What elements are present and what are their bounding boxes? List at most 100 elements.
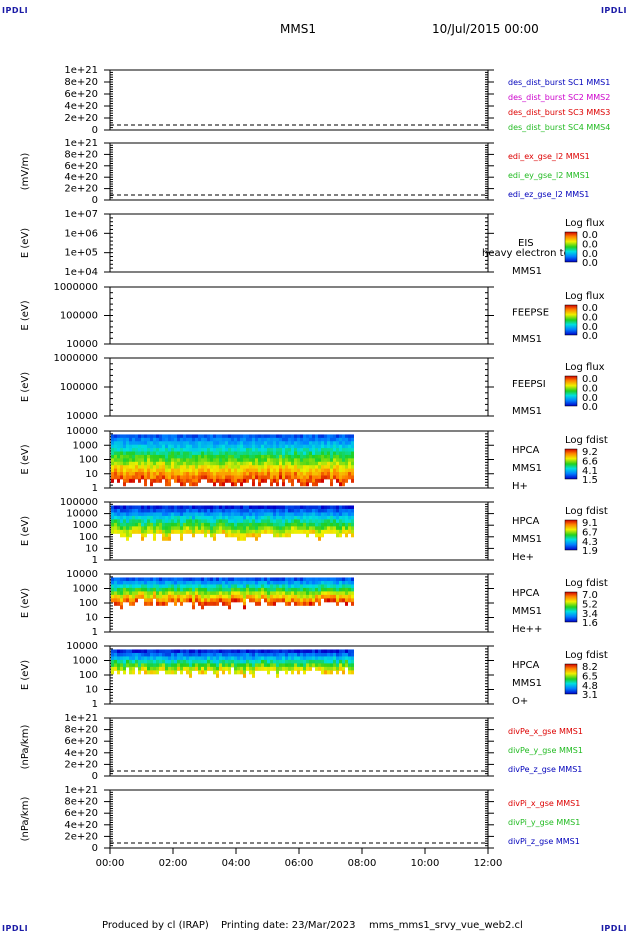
spectrogram-cell bbox=[213, 441, 216, 446]
spectrogram-cell bbox=[165, 663, 168, 668]
spectrogram-cell bbox=[291, 587, 294, 592]
spectrogram-cell bbox=[180, 472, 183, 476]
spectrogram-cell bbox=[219, 468, 222, 473]
spectrogram-cell bbox=[165, 508, 168, 513]
spectrogram-cell bbox=[243, 512, 246, 517]
spectrogram-cell bbox=[114, 512, 117, 517]
spectrogram-cell bbox=[246, 587, 249, 592]
spectrogram-cell bbox=[276, 673, 279, 678]
instrument-label: MMS1 bbox=[512, 334, 542, 345]
spectrogram-cell bbox=[315, 515, 318, 520]
spectrogram-cell bbox=[144, 451, 147, 456]
spectrogram-cell bbox=[231, 437, 234, 442]
spectrogram-cell bbox=[198, 519, 201, 524]
spectrogram-cell bbox=[309, 598, 312, 603]
spectrogram-cell bbox=[348, 666, 351, 671]
spectrogram-cell bbox=[312, 475, 315, 480]
spectrogram-cell bbox=[153, 529, 156, 534]
spectrogram-cell bbox=[126, 505, 129, 510]
spectrogram-cell bbox=[291, 598, 294, 603]
spectrogram-cell bbox=[309, 519, 312, 524]
spectrogram-cell bbox=[297, 515, 300, 520]
spectrogram-cell bbox=[201, 670, 204, 675]
y-tick-label: 1000 bbox=[73, 520, 98, 531]
spectrogram-cell bbox=[150, 475, 153, 480]
spectrogram-cell bbox=[240, 444, 243, 449]
spectrogram-cell bbox=[321, 522, 324, 527]
spectrogram-cell bbox=[252, 441, 255, 446]
spectrogram-cell bbox=[162, 519, 165, 524]
spectrogram-cell bbox=[186, 656, 189, 661]
spectrogram-cell bbox=[336, 448, 339, 453]
spectrogram-cell bbox=[135, 519, 138, 524]
spectrogram-cell bbox=[192, 508, 195, 513]
spectrogram-cell bbox=[111, 591, 114, 596]
spectrogram-cell bbox=[270, 594, 273, 599]
spectrogram-cell bbox=[342, 663, 345, 668]
y-tick-label: 0 bbox=[92, 125, 98, 136]
spectrogram-cell bbox=[132, 434, 135, 439]
spectrogram-cell bbox=[114, 652, 117, 657]
spectrogram-cell bbox=[318, 659, 321, 664]
spectrogram-cell bbox=[261, 529, 264, 534]
spectrogram-cell bbox=[219, 458, 222, 463]
spectrogram-cell bbox=[117, 461, 120, 466]
spectrogram-cell bbox=[243, 519, 246, 524]
spectrogram-cell bbox=[258, 533, 261, 538]
spectrogram-cell bbox=[114, 472, 117, 476]
spectrogram-cell bbox=[321, 670, 324, 675]
spectrogram-cell bbox=[294, 666, 297, 671]
spectrogram-cell bbox=[294, 461, 297, 466]
spectrogram-cell bbox=[345, 512, 348, 517]
spectrogram-cell bbox=[285, 598, 288, 603]
spectrogram-cell bbox=[162, 659, 165, 664]
spectrogram-cell bbox=[180, 584, 183, 589]
spectrogram-cell bbox=[156, 512, 159, 517]
spectrogram-cell bbox=[189, 472, 192, 476]
spectrogram-cell bbox=[234, 666, 237, 671]
spectrogram-cell bbox=[267, 649, 270, 654]
spectrogram-cell bbox=[279, 458, 282, 463]
spectrogram-cell bbox=[291, 441, 294, 446]
spectrogram-cell bbox=[147, 584, 150, 589]
spectrogram-cell bbox=[126, 536, 129, 541]
spectrogram-cell bbox=[255, 512, 258, 517]
spectrogram-cell bbox=[309, 451, 312, 456]
spectrogram-cell bbox=[111, 526, 114, 531]
spectrogram-cell bbox=[258, 461, 261, 466]
spectrogram-cell bbox=[201, 461, 204, 466]
spectrogram-cell bbox=[351, 515, 354, 520]
spectrogram-cell bbox=[189, 437, 192, 442]
spectrogram-cell bbox=[276, 515, 279, 520]
spectrogram-cell bbox=[315, 468, 318, 473]
spectrogram-cell bbox=[306, 666, 309, 671]
y-tick-label: 10 bbox=[85, 613, 98, 624]
spectrogram-cell bbox=[132, 652, 135, 657]
spectrogram-cell bbox=[342, 526, 345, 531]
spectrogram-cell bbox=[135, 508, 138, 513]
spectrogram-cell bbox=[210, 437, 213, 442]
spectrogram-cell bbox=[237, 577, 240, 582]
spectrogram-cell bbox=[180, 536, 183, 541]
spectrogram-cell bbox=[129, 508, 132, 513]
spectrogram-cell bbox=[204, 649, 207, 654]
spectrogram-cell bbox=[288, 465, 291, 470]
spectrogram-cell bbox=[150, 434, 153, 439]
spectrogram-cell bbox=[177, 505, 180, 510]
spectrogram-cell bbox=[159, 448, 162, 453]
spectrogram-cell bbox=[300, 591, 303, 596]
spectrogram-cell bbox=[138, 508, 141, 513]
spectrogram-cell bbox=[300, 454, 303, 459]
spectrogram-cell bbox=[159, 441, 162, 446]
spectrogram-cell bbox=[336, 587, 339, 592]
colorbar-tick-label: 0.0 bbox=[582, 230, 598, 241]
spectrogram-cell bbox=[270, 652, 273, 657]
spectrogram-cell bbox=[132, 515, 135, 520]
spectrogram-cell bbox=[339, 472, 342, 476]
spectrogram-cell bbox=[261, 478, 264, 483]
spectrogram-cell bbox=[231, 663, 234, 668]
spectrogram-cell bbox=[207, 475, 210, 480]
spectrogram-cell bbox=[336, 670, 339, 675]
spectrogram-cell bbox=[132, 584, 135, 589]
spectrogram-cell bbox=[306, 444, 309, 449]
